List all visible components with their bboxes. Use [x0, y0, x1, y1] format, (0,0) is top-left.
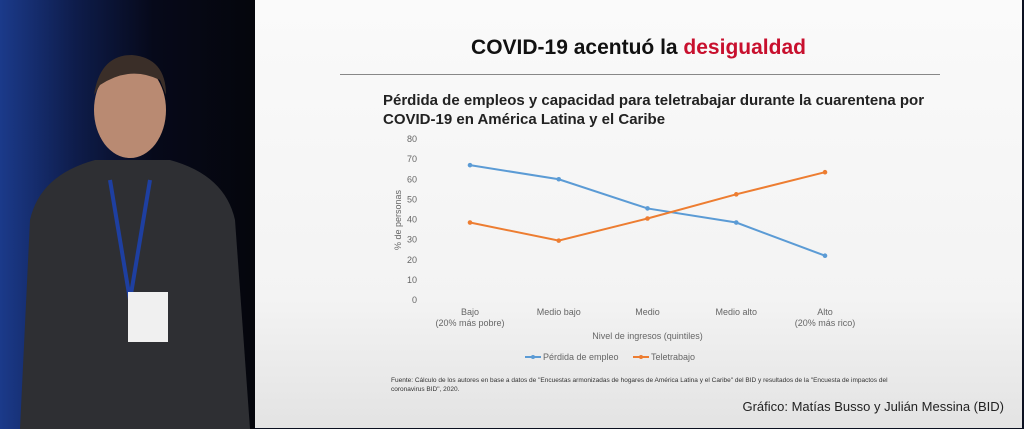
x-tick-sublabel: (20% más pobre): [435, 318, 504, 328]
x-tick-sublabel: (20% más rico): [795, 318, 856, 328]
data-point: [467, 220, 473, 225]
x-tick-label: Medio alto: [715, 307, 757, 317]
x-tick-label: Alto: [817, 307, 833, 317]
chart-title: Pérdida de empleos y capacidad para tele…: [383, 92, 925, 128]
y-tick-label: 70: [407, 154, 417, 164]
x-axis-label: Nivel de ingresos (quintiles): [592, 331, 703, 341]
title-highlight: desigualdad: [683, 36, 806, 59]
data-point: [822, 253, 828, 259]
title-divider: [340, 74, 940, 75]
y-tick-label: 30: [407, 235, 417, 245]
speaker-video: [0, 0, 255, 429]
speaker-silhouette: [20, 55, 250, 429]
y-tick-label: 10: [407, 275, 417, 285]
data-point: [556, 238, 562, 243]
data-point: [556, 176, 562, 182]
y-tick-label: 20: [407, 255, 417, 265]
data-point: [733, 220, 739, 225]
y-tick-label: 40: [407, 215, 417, 225]
data-point: [733, 192, 739, 197]
y-tick-label: 0: [412, 295, 417, 305]
title-text: COVID-19 acentuó la: [471, 36, 684, 59]
x-tick-label: Medio bajo: [537, 307, 581, 317]
slide-title: COVID-19 acentuó la desigualdad: [255, 36, 1022, 60]
legend-label: Teletrabajo: [651, 352, 695, 362]
y-axis-label: % de personas: [393, 189, 403, 250]
data-point: [645, 206, 650, 211]
source-note: Fuente: Cálculo de los autores en base a…: [391, 377, 888, 393]
presentation-slide: COVID-19 acentuó la desigualdad Pérdida …: [255, 0, 1022, 428]
data-point: [822, 169, 828, 175]
x-tick-label: Bajo: [461, 307, 479, 317]
data-point: [467, 162, 473, 168]
chart-credit: Gráfico: Matías Busso y Julián Messina (…: [742, 399, 1004, 414]
legend-marker: [531, 355, 535, 359]
x-tick-label: Medio: [635, 307, 660, 317]
y-tick-label: 50: [407, 194, 417, 204]
line-chart: 0 10 20 30 40 50 60 70 80 Bajo(20% más pobre) Medi…: [393, 134, 856, 362]
y-tick-label: 60: [407, 174, 417, 184]
legend-marker: [639, 355, 643, 359]
legend-label: Pérdida de empleo: [543, 352, 619, 362]
data-point: [645, 216, 650, 221]
y-tick-label: 80: [407, 134, 417, 144]
